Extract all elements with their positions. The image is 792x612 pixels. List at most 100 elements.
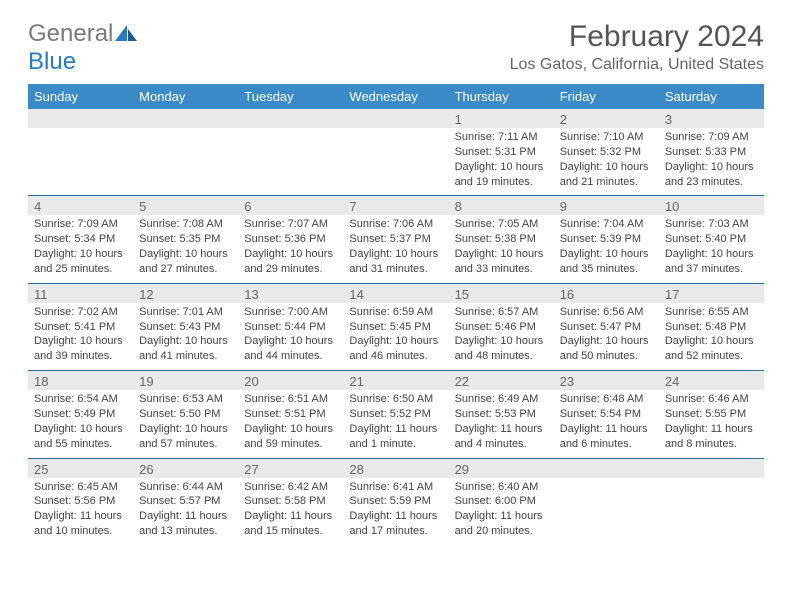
day-cell: Sunrise: 7:11 AMSunset: 5:31 PMDaylight:…: [449, 128, 554, 196]
daylight-text: Daylight: 10 hours: [244, 422, 337, 437]
empty-day-cell: [238, 128, 343, 196]
sunrise-text: Sunrise: 7:03 AM: [665, 217, 758, 232]
day-number: 8: [449, 196, 554, 216]
week-number-row: 123: [28, 109, 764, 128]
day-cell: Sunrise: 6:41 AMSunset: 5:59 PMDaylight:…: [343, 478, 448, 545]
day-number: 26: [133, 458, 238, 478]
day-cell: Sunrise: 7:05 AMSunset: 5:38 PMDaylight:…: [449, 215, 554, 283]
dayhead-mon: Monday: [133, 84, 238, 109]
daylight-text: and 29 minutes.: [244, 262, 337, 277]
daylight-text: and 35 minutes.: [560, 262, 653, 277]
sunset-text: Sunset: 5:38 PM: [455, 232, 548, 247]
daylight-text: Daylight: 10 hours: [34, 334, 127, 349]
daylight-text: and 33 minutes.: [455, 262, 548, 277]
empty-day-number: [28, 109, 133, 128]
week-content-row: Sunrise: 7:02 AMSunset: 5:41 PMDaylight:…: [28, 303, 764, 371]
daylight-text: and 6 minutes.: [560, 437, 653, 452]
daylight-text: Daylight: 10 hours: [560, 247, 653, 262]
dayhead-sun: Sunday: [28, 84, 133, 109]
daylight-text: and 39 minutes.: [34, 349, 127, 364]
day-number: 22: [449, 371, 554, 391]
day-number: 20: [238, 371, 343, 391]
daylight-text: Daylight: 10 hours: [349, 247, 442, 262]
week-number-row: 2526272829: [28, 458, 764, 478]
day-cell: Sunrise: 6:46 AMSunset: 5:55 PMDaylight:…: [659, 390, 764, 458]
sunset-text: Sunset: 5:57 PM: [139, 494, 232, 509]
sunrise-text: Sunrise: 7:06 AM: [349, 217, 442, 232]
day-cell: Sunrise: 6:49 AMSunset: 5:53 PMDaylight:…: [449, 390, 554, 458]
logo-text-2: Blue: [28, 48, 76, 75]
sunset-text: Sunset: 5:34 PM: [34, 232, 127, 247]
day-number: 17: [659, 283, 764, 303]
sunrise-text: Sunrise: 6:42 AM: [244, 480, 337, 495]
day-header-row: Sunday Monday Tuesday Wednesday Thursday…: [28, 84, 764, 109]
sunset-text: Sunset: 5:54 PM: [560, 407, 653, 422]
day-number: 9: [554, 196, 659, 216]
daylight-text: Daylight: 11 hours: [560, 422, 653, 437]
day-cell: Sunrise: 7:01 AMSunset: 5:43 PMDaylight:…: [133, 303, 238, 371]
sunset-text: Sunset: 5:52 PM: [349, 407, 442, 422]
day-cell: Sunrise: 7:02 AMSunset: 5:41 PMDaylight:…: [28, 303, 133, 371]
day-number: 10: [659, 196, 764, 216]
sunrise-text: Sunrise: 7:02 AM: [34, 305, 127, 320]
empty-day-number: [659, 458, 764, 478]
day-number: 16: [554, 283, 659, 303]
title-block: February 2024 Los Gatos, California, Uni…: [510, 20, 764, 74]
daylight-text: Daylight: 10 hours: [455, 334, 548, 349]
daylight-text: and 55 minutes.: [34, 437, 127, 452]
day-cell: Sunrise: 6:53 AMSunset: 5:50 PMDaylight:…: [133, 390, 238, 458]
sunrise-text: Sunrise: 6:56 AM: [560, 305, 653, 320]
day-cell: Sunrise: 6:48 AMSunset: 5:54 PMDaylight:…: [554, 390, 659, 458]
sunrise-text: Sunrise: 7:08 AM: [139, 217, 232, 232]
day-cell: Sunrise: 7:00 AMSunset: 5:44 PMDaylight:…: [238, 303, 343, 371]
location-text: Los Gatos, California, United States: [510, 56, 764, 74]
sunset-text: Sunset: 5:45 PM: [349, 320, 442, 335]
calendar-table: Sunday Monday Tuesday Wednesday Thursday…: [28, 84, 764, 545]
week-number-row: 11121314151617: [28, 283, 764, 303]
daylight-text: and 1 minute.: [349, 437, 442, 452]
daylight-text: Daylight: 10 hours: [560, 160, 653, 175]
sunrise-text: Sunrise: 6:59 AM: [349, 305, 442, 320]
daylight-text: Daylight: 10 hours: [560, 334, 653, 349]
daylight-text: and 19 minutes.: [455, 175, 548, 190]
day-cell: Sunrise: 6:40 AMSunset: 6:00 PMDaylight:…: [449, 478, 554, 545]
empty-day-number: [343, 109, 448, 128]
daylight-text: Daylight: 11 hours: [455, 509, 548, 524]
day-cell: Sunrise: 6:57 AMSunset: 5:46 PMDaylight:…: [449, 303, 554, 371]
week-content-row: Sunrise: 6:45 AMSunset: 5:56 PMDaylight:…: [28, 478, 764, 545]
day-number: 18: [28, 371, 133, 391]
day-number: 14: [343, 283, 448, 303]
day-number: 6: [238, 196, 343, 216]
dayhead-tue: Tuesday: [238, 84, 343, 109]
dayhead-wed: Wednesday: [343, 84, 448, 109]
day-number: 1: [449, 109, 554, 128]
daylight-text: Daylight: 10 hours: [244, 247, 337, 262]
day-cell: Sunrise: 6:50 AMSunset: 5:52 PMDaylight:…: [343, 390, 448, 458]
day-number: 2: [554, 109, 659, 128]
daylight-text: Daylight: 11 hours: [665, 422, 758, 437]
empty-day-cell: [28, 128, 133, 196]
day-cell: Sunrise: 7:07 AMSunset: 5:36 PMDaylight:…: [238, 215, 343, 283]
daylight-text: Daylight: 10 hours: [34, 247, 127, 262]
day-cell: Sunrise: 6:44 AMSunset: 5:57 PMDaylight:…: [133, 478, 238, 545]
empty-day-cell: [554, 478, 659, 545]
sunset-text: Sunset: 5:35 PM: [139, 232, 232, 247]
daylight-text: Daylight: 10 hours: [455, 247, 548, 262]
sunset-text: Sunset: 5:36 PM: [244, 232, 337, 247]
daylight-text: Daylight: 10 hours: [455, 160, 548, 175]
day-cell: Sunrise: 6:55 AMSunset: 5:48 PMDaylight:…: [659, 303, 764, 371]
logo: General Blue: [28, 20, 137, 76]
logo-sail-icon: [115, 25, 137, 41]
week-content-row: Sunrise: 7:09 AMSunset: 5:34 PMDaylight:…: [28, 215, 764, 283]
daylight-text: Daylight: 11 hours: [139, 509, 232, 524]
empty-day-cell: [133, 128, 238, 196]
week-number-row: 45678910: [28, 196, 764, 216]
daylight-text: and 41 minutes.: [139, 349, 232, 364]
sunrise-text: Sunrise: 6:41 AM: [349, 480, 442, 495]
daylight-text: and 25 minutes.: [34, 262, 127, 277]
daylight-text: and 31 minutes.: [349, 262, 442, 277]
sunrise-text: Sunrise: 6:50 AM: [349, 392, 442, 407]
sunset-text: Sunset: 5:43 PM: [139, 320, 232, 335]
day-cell: Sunrise: 6:51 AMSunset: 5:51 PMDaylight:…: [238, 390, 343, 458]
daylight-text: Daylight: 11 hours: [349, 509, 442, 524]
